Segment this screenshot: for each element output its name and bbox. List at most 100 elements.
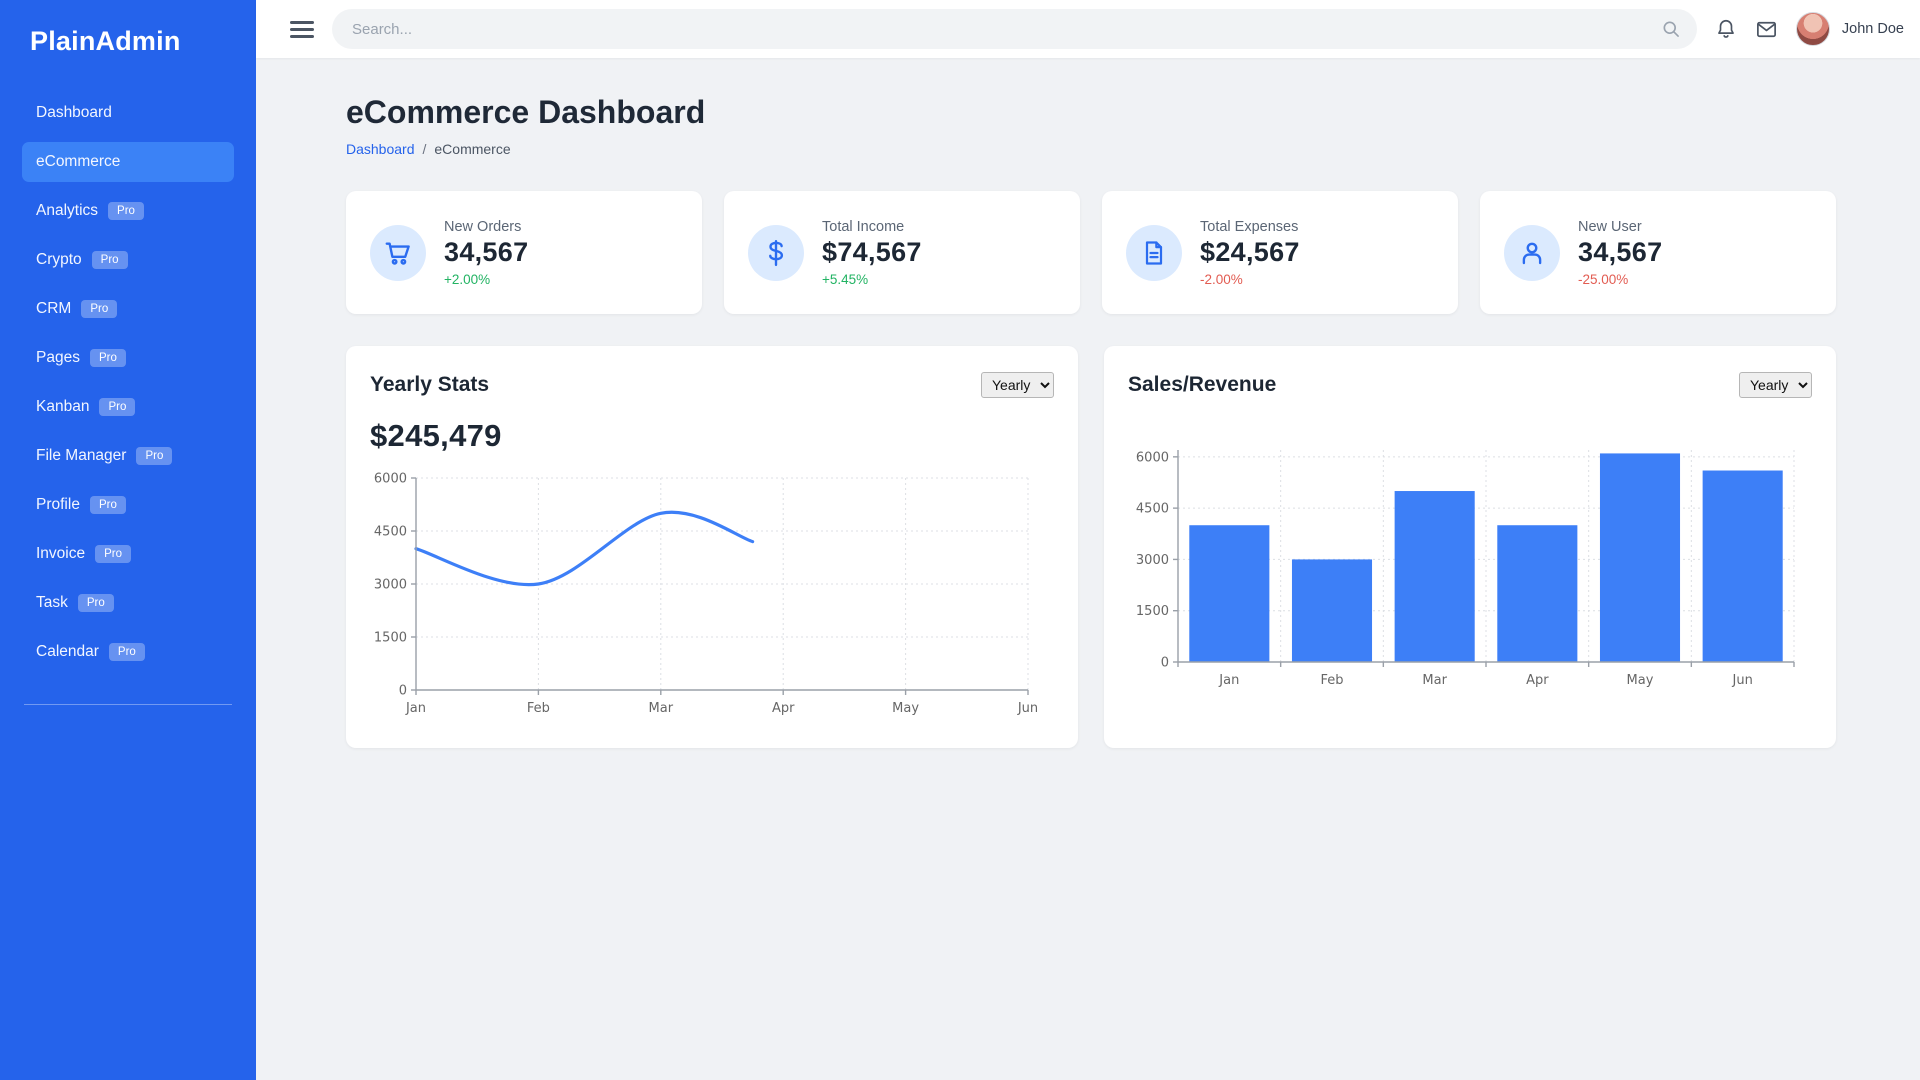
sidebar-item-label: Pages (36, 349, 80, 366)
svg-text:Jun: Jun (1732, 673, 1753, 688)
dollar-icon (748, 224, 804, 281)
pro-badge: Pro (95, 545, 132, 563)
yearly-stats-amount: $245,479 (370, 418, 502, 453)
pro-badge: Pro (108, 202, 144, 220)
stat-label: Total Income (822, 218, 905, 235)
sidebar-item-label: Invoice (36, 545, 86, 562)
hamburger-menu-icon[interactable] (290, 20, 314, 38)
stat-change: -2.00% (1200, 271, 1243, 287)
search-input[interactable] (332, 9, 1697, 49)
sidebar-item-kanban[interactable]: Kanban Pro (22, 387, 234, 427)
svg-text:Jan: Jan (405, 701, 426, 716)
sidebar-item-label: Crypto (36, 251, 82, 268)
yearly-stats-card: Yearly Stats Yearly $245,479 0 1500 3000 45… (346, 346, 1078, 748)
pro-badge: Pro (89, 349, 126, 367)
document-icon (1126, 224, 1182, 281)
stat-value: 34,567 (1578, 236, 1663, 267)
stat-value: $74,567 (822, 236, 922, 267)
pro-badge: Pro (91, 251, 128, 269)
pro-badge: Pro (81, 300, 118, 318)
svg-text:Apr: Apr (772, 701, 795, 716)
svg-text:1500: 1500 (374, 631, 407, 646)
svg-text:Jun: Jun (1017, 701, 1038, 716)
stats-row: New Orders 34,567 +2.00% Total Income (346, 191, 1836, 314)
yearly-stats-title: Yearly Stats (370, 373, 490, 396)
sidebar-item-label: eCommerce (36, 153, 121, 170)
stat-card-new-orders: New Orders 34,567 +2.00% (346, 191, 702, 314)
sidebar-item-profile[interactable]: Profile Pro (22, 485, 234, 525)
search-bar (332, 9, 1697, 49)
breadcrumb: Dashboard / eCommerce (346, 141, 1836, 157)
sales-revenue-title: Sales/Revenue (1128, 373, 1277, 396)
pro-badge: Pro (136, 447, 173, 465)
sales-revenue-card: Sales/Revenue Yearly 0 1500 3000 4500 6000 Ja… (1104, 346, 1836, 748)
stat-change: +2.00% (444, 271, 491, 287)
sidebar-item-label: CRM (36, 300, 72, 317)
sales-revenue-period-select[interactable]: Yearly (1739, 372, 1812, 398)
stat-card-total-income: Total Income $74,567 +5.45% (724, 191, 1080, 314)
sidebar-item-label: Dashboard (36, 104, 112, 121)
breadcrumb-dashboard-link[interactable]: Dashboard (346, 141, 415, 157)
sidebar-item-label: Profile (36, 496, 80, 513)
page-content: eCommerce Dashboard Dashboard / eCommerc… (256, 58, 1920, 748)
svg-text:1500: 1500 (1136, 604, 1169, 619)
stat-value: $24,567 (1200, 236, 1300, 267)
pro-badge: Pro (108, 643, 145, 661)
stat-value: 34,567 (444, 236, 529, 267)
stat-label: New User (1578, 218, 1642, 235)
sales-revenue-bar-chart: 0 1500 3000 4500 6000 Jan Feb Mar Apr May Jun (1136, 450, 1795, 688)
pro-badge: Pro (89, 496, 126, 514)
svg-text:6000: 6000 (1136, 450, 1169, 465)
sidebar-item-crypto[interactable]: Crypto Pro (22, 240, 234, 280)
svg-text:Feb: Feb (1320, 673, 1343, 688)
sidebar-item-dashboard[interactable]: Dashboard (22, 93, 234, 133)
yearly-stats-period-select[interactable]: Yearly (981, 372, 1054, 398)
sidebar-item-calendar[interactable]: Calendar Pro (22, 632, 234, 672)
stat-label: Total Expenses (1200, 218, 1299, 235)
svg-text:May: May (892, 701, 919, 716)
svg-text:4500: 4500 (374, 525, 407, 540)
notifications-bell-icon[interactable] (1715, 18, 1737, 40)
svg-text:4500: 4500 (1136, 502, 1169, 517)
main-area: John Doe eCommerce Dashboard Dashboard /… (256, 0, 1920, 1080)
svg-text:3000: 3000 (1136, 553, 1169, 568)
svg-text:3000: 3000 (374, 578, 407, 593)
yearly-stats-line-chart: 0 1500 3000 4500 6000 Jan Feb Mar Apr May Jun (374, 472, 1038, 717)
sidebar-item-label: Kanban (36, 398, 90, 415)
svg-text:0: 0 (1161, 656, 1169, 671)
messages-envelope-icon[interactable] (1755, 18, 1778, 41)
user-icon (1504, 224, 1560, 281)
user-name: John Doe (1841, 21, 1904, 37)
pro-badge: Pro (99, 398, 136, 416)
sidebar-item-label: File Manager (36, 447, 127, 464)
search-icon (1661, 19, 1681, 44)
svg-text:Mar: Mar (1422, 673, 1447, 688)
sidebar: PlainAdmin Dashboard eCommerce Analytics Pr… (0, 0, 256, 1080)
user-avatar[interactable] (1795, 12, 1830, 46)
sidebar-item-pages[interactable]: Pages Pro (22, 338, 234, 378)
sidebar-item-ecommerce[interactable]: eCommerce (22, 142, 234, 182)
svg-text:0: 0 (399, 684, 407, 699)
svg-text:Feb: Feb (527, 701, 550, 716)
sidebar-item-label: Calendar (36, 643, 99, 660)
sidebar-item-label: Task (36, 594, 68, 611)
sidebar-item-invoice[interactable]: Invoice Pro (22, 534, 234, 574)
sidebar-item-crm[interactable]: CRM Pro (22, 289, 234, 329)
svg-text:Apr: Apr (1526, 673, 1549, 688)
svg-text:May: May (1627, 673, 1654, 688)
brand-logo: PlainAdmin (30, 26, 181, 56)
stat-change: +5.45% (822, 271, 869, 287)
svg-text:Jan: Jan (1218, 673, 1239, 688)
breadcrumb-current: eCommerce (434, 141, 511, 157)
sidebar-item-analytics[interactable]: Analytics Pro (22, 191, 234, 231)
stat-card-new-user: New User 34,567 -25.00% (1480, 191, 1836, 314)
pro-badge: Pro (77, 594, 114, 612)
page-title: eCommerce Dashboard (346, 94, 706, 130)
sidebar-item-task[interactable]: Task Pro (22, 583, 234, 623)
sidebar-item-file-manager[interactable]: File Manager Pro (22, 436, 234, 476)
sidebar-divider (24, 704, 232, 705)
stat-change: -25.00% (1578, 271, 1629, 287)
charts-row: Yearly Stats Yearly $245,479 0 1500 3000 45… (346, 346, 1836, 748)
stat-label: New Orders (444, 218, 522, 235)
